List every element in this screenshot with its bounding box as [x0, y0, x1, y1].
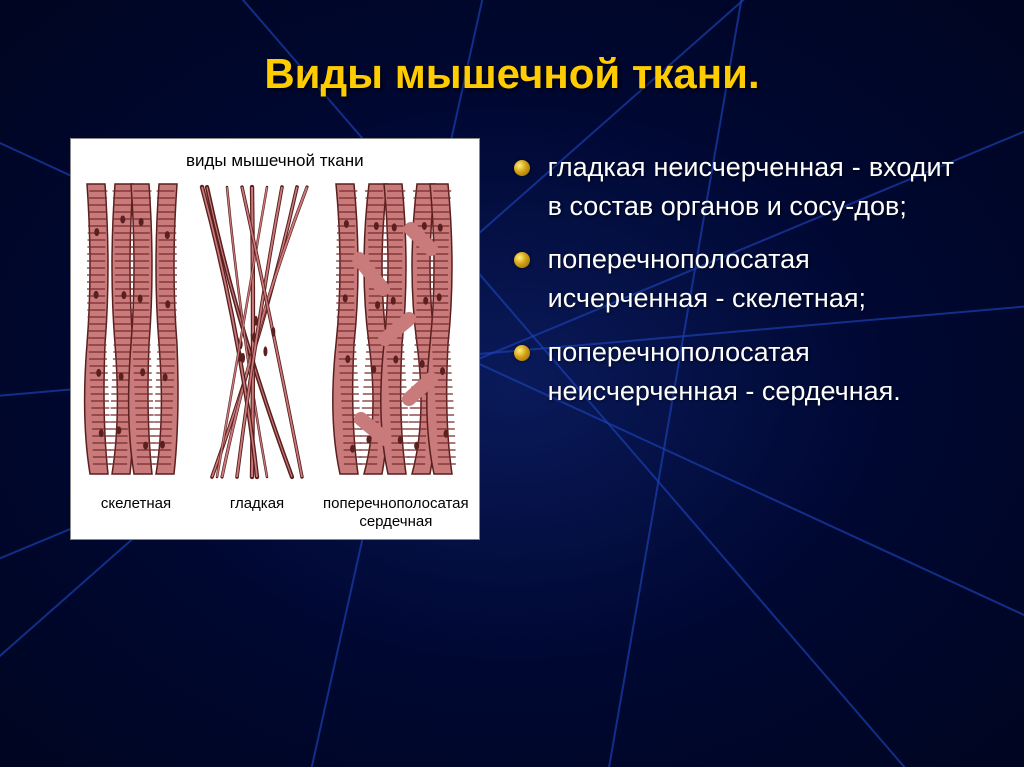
slide-title: Виды мышечной ткани.: [70, 50, 954, 98]
figure-col-smooth: гладкая: [197, 179, 317, 513]
bullet-item: поперечнополосатая исчерченная - скелетн…: [510, 240, 954, 318]
label-cardiac-l1: поперечнополосатая: [323, 495, 469, 512]
label-cardiac: поперечнополосатая сердечная: [323, 495, 469, 531]
label-cardiac-l2: сердечная: [359, 513, 432, 530]
bullet-list: гладкая неисчерченная - входит в состав …: [510, 138, 954, 425]
bullet-item: гладкая неисчерченная - входит в состав …: [510, 148, 954, 226]
slide-content: Виды мышечной ткани. виды мышечной ткани…: [0, 0, 1024, 580]
cardiac-tissue-svg: [331, 179, 461, 489]
body-row: виды мышечной ткани скелетная гладкая по…: [70, 138, 954, 540]
figure-col-skeletal: скелетная: [81, 179, 191, 513]
skeletal-tissue-svg: [81, 179, 191, 489]
label-skeletal: скелетная: [101, 495, 171, 513]
label-smooth: гладкая: [230, 495, 284, 513]
bullet-item: поперечнополосатая неисчерченная - серде…: [510, 333, 954, 411]
figure-canvas: скелетная гладкая поперечнополосатая сер…: [81, 179, 469, 531]
smooth-tissue-svg: [197, 179, 317, 489]
figure-panel: виды мышечной ткани скелетная гладкая по…: [70, 138, 480, 540]
figure-col-cardiac: поперечнополосатая сердечная: [323, 179, 469, 531]
figure-caption: виды мышечной ткани: [81, 151, 469, 171]
